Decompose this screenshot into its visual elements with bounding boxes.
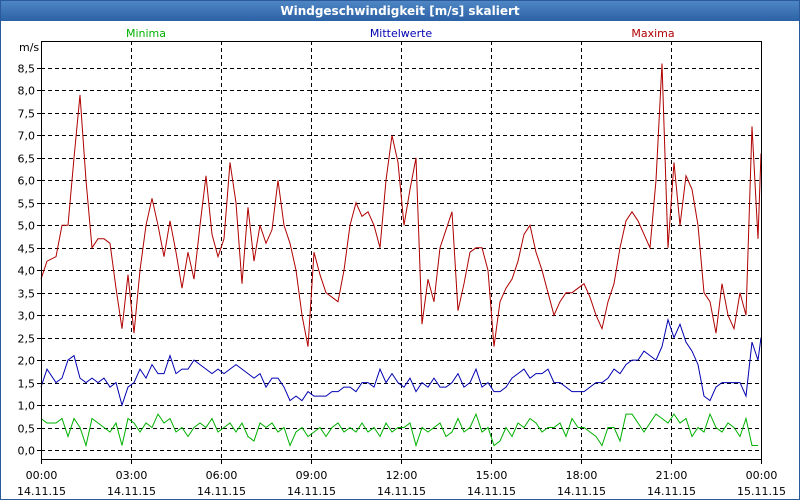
x-tick-date-label: 14.11.15 <box>377 485 426 498</box>
series-line-mittelwerte <box>40 317 762 407</box>
window-title: Windgeschwindigkeit [m/s] skaliert <box>1 1 799 21</box>
y-axis: 0,0 0,5 1,0 1,5 2,0 2,5 3,0 3,5 4,0 4,5 5,0 5,5 6,0 6… <box>18 41 41 458</box>
legend-maxima: Maxima <box>631 27 674 40</box>
x-tick-date-label: 15.11.15 <box>737 485 786 498</box>
x-tick-date-label: 14.11.15 <box>17 485 66 498</box>
y-tick-label: 4,0 <box>18 265 36 278</box>
y-tick-label: 8,5 <box>18 63 36 76</box>
y-tick-label: 7,0 <box>18 130 36 143</box>
x-tick-time-label: 03:00 <box>116 469 148 482</box>
x-tick-date-label: 14.11.15 <box>287 485 336 498</box>
x-axis: 00:00 14.11.15 03:00 14.11.15 06:00 14.11.15 0… <box>17 459 786 498</box>
plot-border <box>41 41 762 460</box>
y-tick-label: 5,0 <box>18 220 36 233</box>
y-tick-label: 6,0 <box>18 175 36 188</box>
legend-minima: Minima <box>126 27 166 40</box>
y-tick-label: 2,0 <box>18 355 36 368</box>
y-tick-label: 4,5 <box>18 243 36 256</box>
x-tick-time-label: 00:00 <box>746 469 778 482</box>
y-tick-label: 6,5 <box>18 153 36 166</box>
x-tick-time-label: 21:00 <box>656 469 688 482</box>
legend: Minima Mittelwerte Maxima <box>126 27 675 40</box>
legend-mittelwerte: Mittelwerte <box>370 27 433 40</box>
y-tick-label: 8,0 <box>18 85 36 98</box>
y-tick-label: 1,0 <box>18 400 36 413</box>
series-lines <box>40 63 762 448</box>
y-tick-label: 7,5 <box>18 108 36 121</box>
x-tick-time-label: 15:00 <box>476 469 508 482</box>
y-tick-label: 0,5 <box>18 423 36 436</box>
x-tick-time-label: 06:00 <box>206 469 238 482</box>
y-axis-label: m/s <box>19 41 39 54</box>
x-tick-time-label: 12:00 <box>386 469 418 482</box>
plot-frame <box>41 41 762 460</box>
x-tick-date-label: 14.11.15 <box>467 485 516 498</box>
x-tick-date-label: 14.11.15 <box>107 485 156 498</box>
grid <box>41 41 761 459</box>
y-tick-label: 5,5 <box>18 198 36 211</box>
x-tick-date-label: 14.11.15 <box>647 485 696 498</box>
x-tick-date-label: 14.11.15 <box>557 485 606 498</box>
series-line-maxima <box>40 63 762 347</box>
y-tick-label: 0,0 <box>18 445 36 458</box>
y-tick-label: 3,5 <box>18 288 36 301</box>
y-tick-label: 3,0 <box>18 310 36 323</box>
x-tick-date-label: 14.11.15 <box>197 485 246 498</box>
x-tick-time-label: 00:00 <box>26 469 58 482</box>
series-line-minima <box>40 412 758 448</box>
x-tick-time-label: 18:00 <box>566 469 598 482</box>
y-tick-label: 1,5 <box>18 378 36 391</box>
x-tick-time-label: 09:00 <box>296 469 328 482</box>
y-tick-label: 2,5 <box>18 333 36 346</box>
